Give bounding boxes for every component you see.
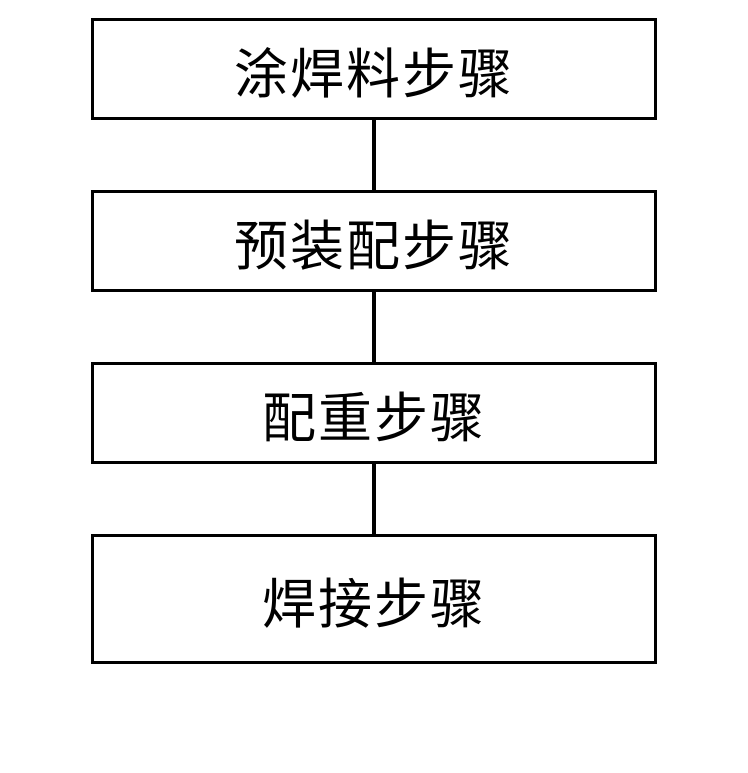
flowchart-container: 涂焊料步骤预装配步骤配重步骤焊接步骤 — [0, 0, 748, 664]
flow-node-label: 涂焊料步骤 — [234, 30, 514, 109]
flow-node-n1: 涂焊料步骤 — [91, 18, 657, 120]
flow-node-n4: 焊接步骤 — [91, 534, 657, 664]
flow-connector-n1-n2 — [372, 120, 376, 190]
flow-connector-n3-n4 — [372, 464, 376, 534]
flow-node-label: 预装配步骤 — [234, 202, 514, 281]
flow-connector-n2-n3 — [372, 292, 376, 362]
flow-node-label: 焊接步骤 — [262, 560, 486, 639]
flow-node-n3: 配重步骤 — [91, 362, 657, 464]
flow-node-n2: 预装配步骤 — [91, 190, 657, 292]
flow-node-label: 配重步骤 — [262, 374, 486, 453]
